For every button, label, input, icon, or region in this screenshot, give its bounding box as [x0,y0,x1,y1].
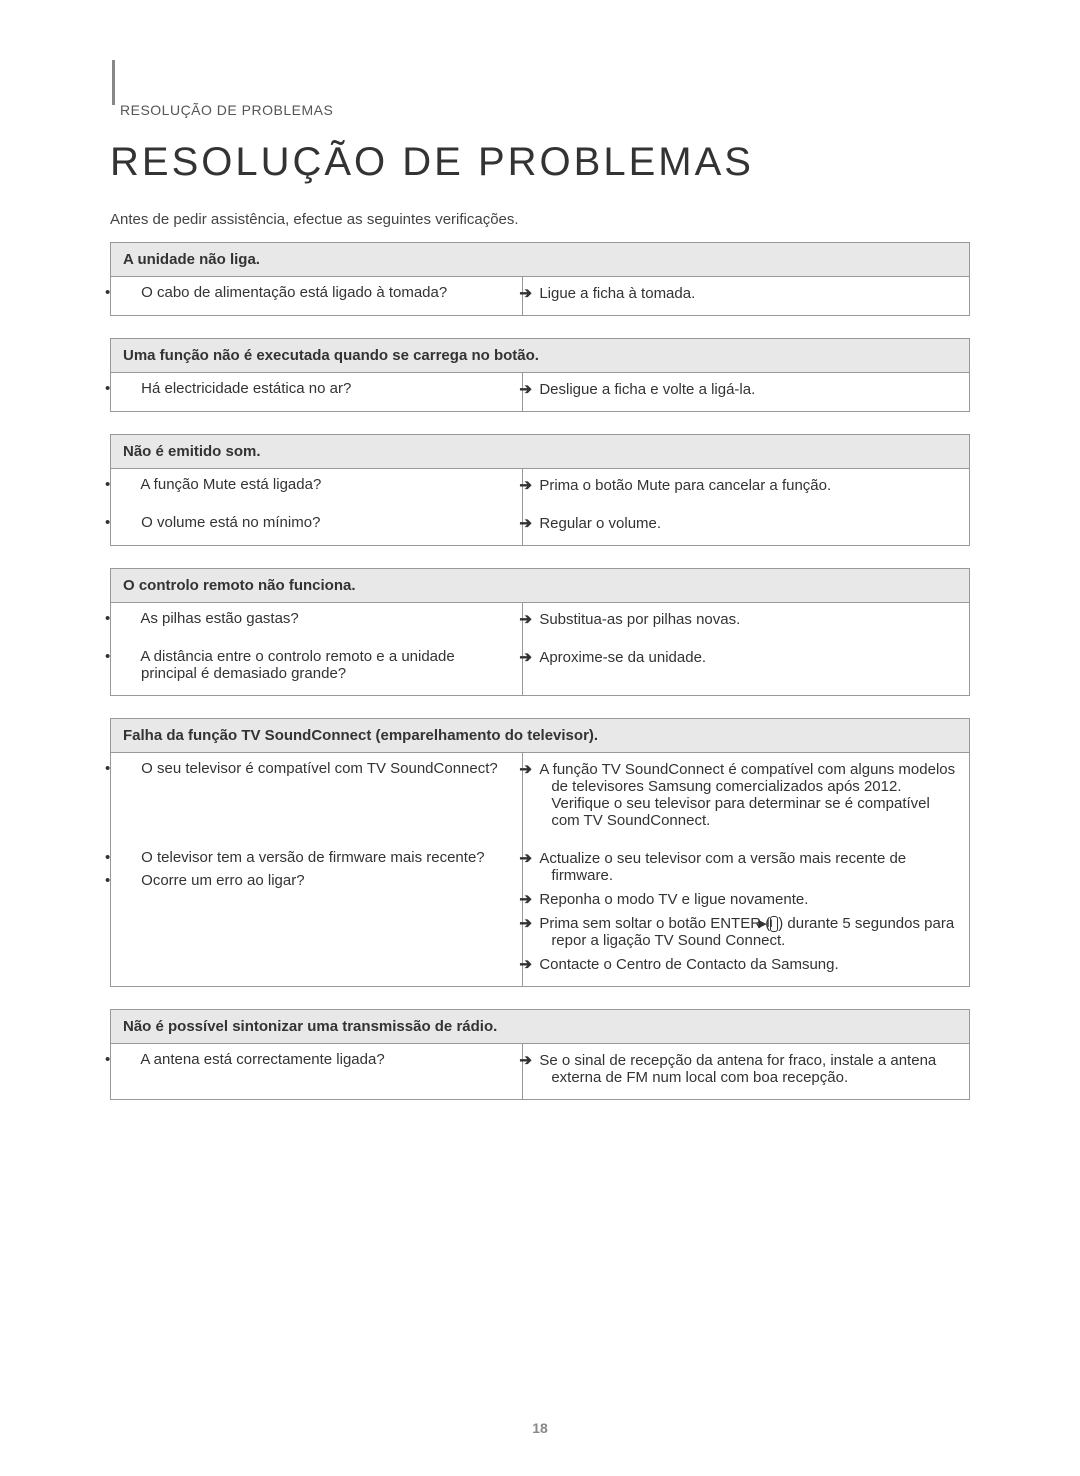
bullet-icon: • [123,514,137,531]
trouble-table: O controlo remoto não funciona.• As pilh… [110,568,970,696]
bullet-icon: • [123,760,137,777]
bullet-icon: • [123,380,137,397]
table-header: Uma função não é executada quando se car… [111,339,970,373]
solution-cell: ➔Actualize o seu televisor com a versão … [523,842,970,987]
table-row: • O volume está no mínimo? ➔Regular o vol… [111,507,970,546]
bullet-icon: • [123,284,137,301]
table-row: • As pilhas estão gastas? ➔Substitua-as p… [111,603,970,642]
trouble-table: Falha da função TV SoundConnect (emparel… [110,718,970,987]
troubleshooting-tables: A unidade não liga. • O cabo de alimentaç… [110,242,970,1100]
solution-item: ➔Prima sem soltar o botão ENTER (▶II) du… [535,914,957,949]
check-cell: • A antena está correctamente ligada? [111,1044,523,1100]
check-cell: • Há electricidade estática no ar? [111,373,523,412]
check-cell: • O televisor tem a versão de firmware m… [111,842,523,987]
solution-item: ➔Aproxime-se da unidade. [535,648,957,666]
table-row: • O cabo de alimentação está ligado à to… [111,277,970,316]
page-number: 18 [532,1420,548,1436]
table-row: • A distância entre o controlo remoto e … [111,641,970,696]
check-item: • A função Mute está ligada? [123,476,510,493]
solution-item: ➔Desligue a ficha e volte a ligá-la. [535,380,957,398]
solution-item: ➔Ligue a ficha à tomada. [535,284,957,302]
table-header: A unidade não liga. [111,243,970,277]
bullet-icon: • [123,610,137,627]
check-item: • Ocorre um erro ao ligar? [123,872,510,889]
check-cell: • O volume está no mínimo? [111,507,523,546]
bullet-icon: • [123,1051,137,1068]
header-vertical-marker [112,60,115,105]
bullet-icon: • [123,872,137,889]
intro-text: Antes de pedir assistência, efectue as s… [110,211,970,228]
table-row: • A função Mute está ligada? ➔Prima o bot… [111,469,970,508]
solution-cell: ➔Regular o volume. [523,507,970,546]
table-row: • O televisor tem a versão de firmware m… [111,842,970,987]
table-row: • O seu televisor é compatível com TV So… [111,753,970,843]
trouble-table: Uma função não é executada quando se car… [110,338,970,412]
check-cell: • O seu televisor é compatível com TV So… [111,753,523,843]
check-cell: • O cabo de alimentação está ligado à to… [111,277,523,316]
bullet-icon: • [123,476,137,493]
solution-item: ➔Regular o volume. [535,514,957,532]
solution-item: ➔A função TV SoundConnect é compatível c… [535,760,957,829]
trouble-table: A unidade não liga. • O cabo de alimentaç… [110,242,970,316]
check-item: • A distância entre o controlo remoto e … [123,648,510,682]
enter-button-icon: ▶II [770,916,778,932]
bullet-icon: • [123,648,137,665]
trouble-table: Não é emitido som.• A função Mute está l… [110,434,970,546]
table-header: Não é possível sintonizar uma transmissã… [111,1010,970,1044]
check-item: • O cabo de alimentação está ligado à to… [123,284,510,301]
solution-item: ➔Actualize o seu televisor com a versão … [535,849,957,884]
solution-cell: ➔Ligue a ficha à tomada. [523,277,970,316]
check-cell: • A função Mute está ligada? [111,469,523,508]
check-cell: • A distância entre o controlo remoto e … [111,641,523,696]
solution-cell: ➔Prima o botão Mute para cancelar a funç… [523,469,970,508]
table-header: Falha da função TV SoundConnect (emparel… [111,719,970,753]
check-item: • As pilhas estão gastas? [123,610,510,627]
solution-cell: ➔Aproxime-se da unidade. [523,641,970,696]
check-item: • O televisor tem a versão de firmware m… [123,849,510,866]
check-item: • O seu televisor é compatível com TV So… [123,760,510,777]
solution-cell: ➔Desligue a ficha e volte a ligá-la. [523,373,970,412]
solution-cell: ➔A função TV SoundConnect é compatível c… [523,753,970,843]
solution-item: ➔Prima o botão Mute para cancelar a funç… [535,476,957,494]
solution-item: ➔Se o sinal de recepção da antena for fr… [535,1051,957,1086]
solution-item: ➔Substitua-as por pilhas novas. [535,610,957,628]
bullet-icon: • [123,849,137,866]
solution-cell: ➔Substitua-as por pilhas novas. [523,603,970,642]
check-cell: • As pilhas estão gastas? [111,603,523,642]
breadcrumb: Resolução de Problemas [120,102,970,118]
table-row: • A antena está correctamente ligada? ➔Se… [111,1044,970,1100]
trouble-table: Não é possível sintonizar uma transmissã… [110,1009,970,1100]
page-title: Resolução de Problemas [110,140,970,185]
solution-cell: ➔Se o sinal de recepção da antena for fr… [523,1044,970,1100]
table-header: O controlo remoto não funciona. [111,569,970,603]
solution-item: ➔Reponha o modo TV e ligue novamente. [535,890,957,908]
table-row: • Há electricidade estática no ar? ➔Desli… [111,373,970,412]
table-header: Não é emitido som. [111,435,970,469]
check-item: • O volume está no mínimo? [123,514,510,531]
solution-item: ➔Contacte o Centro de Contacto da Samsun… [535,955,957,973]
check-item: • Há electricidade estática no ar? [123,380,510,397]
check-item: • A antena está correctamente ligada? [123,1051,510,1068]
